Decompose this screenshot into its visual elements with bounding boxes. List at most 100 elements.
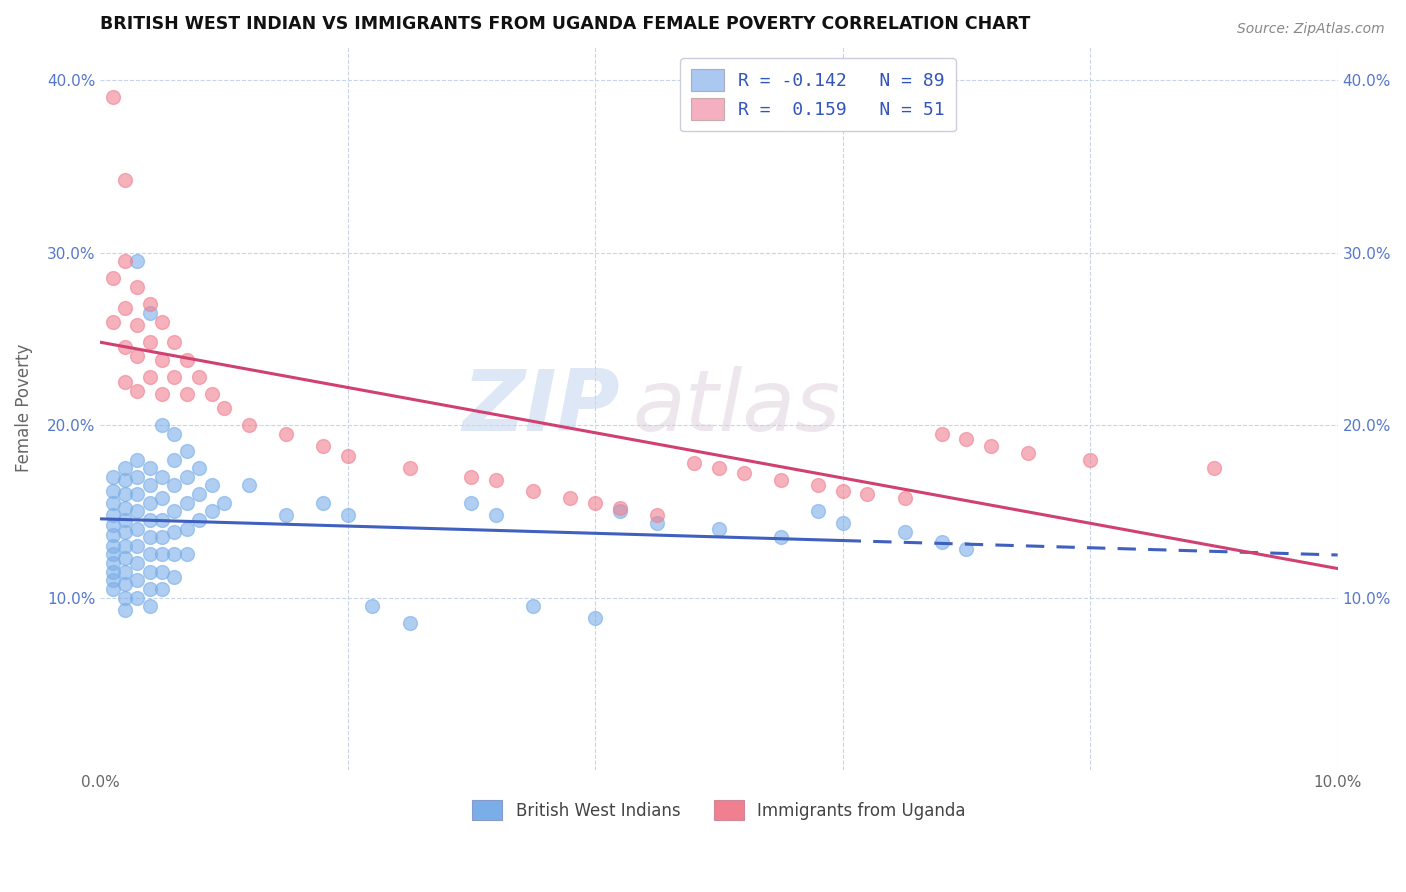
Point <box>609 500 631 515</box>
Point <box>114 576 136 591</box>
Text: Source: ZipAtlas.com: Source: ZipAtlas.com <box>1237 22 1385 37</box>
Point <box>336 508 359 522</box>
Point <box>931 426 953 441</box>
Point <box>101 574 124 588</box>
Point <box>139 478 162 492</box>
Point <box>980 439 1002 453</box>
Point <box>101 548 124 562</box>
Point <box>176 470 198 484</box>
Point <box>127 254 149 268</box>
Point <box>114 500 136 515</box>
Point <box>312 496 335 510</box>
Point <box>101 539 124 553</box>
Point <box>139 599 162 614</box>
Point <box>163 478 186 492</box>
Point <box>101 496 124 510</box>
Point <box>201 504 224 518</box>
Point <box>361 599 384 614</box>
Point <box>645 508 668 522</box>
Point <box>522 599 544 614</box>
Point <box>114 301 136 315</box>
Point <box>127 349 149 363</box>
Point <box>114 173 136 187</box>
Point <box>150 530 173 544</box>
Point <box>212 496 235 510</box>
Point <box>127 556 149 570</box>
Point <box>139 369 162 384</box>
Point <box>114 341 136 355</box>
Text: BRITISH WEST INDIAN VS IMMIGRANTS FROM UGANDA FEMALE POVERTY CORRELATION CHART: BRITISH WEST INDIAN VS IMMIGRANTS FROM U… <box>100 15 1031 33</box>
Point <box>707 461 730 475</box>
Point <box>101 470 124 484</box>
Point <box>127 574 149 588</box>
Point <box>769 473 792 487</box>
Point <box>955 432 977 446</box>
Point <box>114 375 136 389</box>
Point <box>150 513 173 527</box>
Point <box>955 542 977 557</box>
Point <box>101 528 124 542</box>
Point <box>139 530 162 544</box>
Point <box>176 352 198 367</box>
Point <box>139 306 162 320</box>
Point <box>163 548 186 562</box>
Point <box>807 504 830 518</box>
Point <box>150 315 173 329</box>
Point <box>893 524 915 539</box>
Point <box>150 470 173 484</box>
Point <box>101 483 124 498</box>
Point <box>114 565 136 579</box>
Point <box>831 516 853 531</box>
Point <box>1202 461 1225 475</box>
Point <box>274 426 297 441</box>
Point <box>150 548 173 562</box>
Point <box>212 401 235 415</box>
Point <box>609 504 631 518</box>
Point <box>139 335 162 350</box>
Text: ZIP: ZIP <box>463 367 620 450</box>
Point <box>485 508 508 522</box>
Point <box>114 524 136 539</box>
Point <box>127 384 149 398</box>
Point <box>733 467 755 481</box>
Point <box>114 487 136 501</box>
Point <box>114 591 136 605</box>
Point <box>114 550 136 565</box>
Point <box>856 487 879 501</box>
Point <box>127 280 149 294</box>
Point <box>139 548 162 562</box>
Point <box>238 478 260 492</box>
Legend: British West Indians, Immigrants from Uganda: British West Indians, Immigrants from Ug… <box>465 793 972 827</box>
Point <box>645 516 668 531</box>
Point <box>114 473 136 487</box>
Point <box>101 582 124 596</box>
Point <box>893 491 915 505</box>
Point <box>522 483 544 498</box>
Point <box>139 496 162 510</box>
Point <box>931 535 953 549</box>
Point <box>139 565 162 579</box>
Point <box>460 470 482 484</box>
Point <box>101 508 124 522</box>
Point <box>163 504 186 518</box>
Point <box>150 352 173 367</box>
Point <box>163 452 186 467</box>
Point <box>127 487 149 501</box>
Point <box>176 444 198 458</box>
Point <box>127 318 149 332</box>
Point <box>114 461 136 475</box>
Point <box>101 315 124 329</box>
Point <box>127 470 149 484</box>
Point <box>101 518 124 533</box>
Point <box>127 452 149 467</box>
Point <box>139 513 162 527</box>
Point <box>188 513 211 527</box>
Point <box>188 461 211 475</box>
Point <box>127 522 149 536</box>
Point <box>769 530 792 544</box>
Point <box>127 539 149 553</box>
Point <box>1078 452 1101 467</box>
Point <box>150 491 173 505</box>
Point <box>127 591 149 605</box>
Point <box>139 461 162 475</box>
